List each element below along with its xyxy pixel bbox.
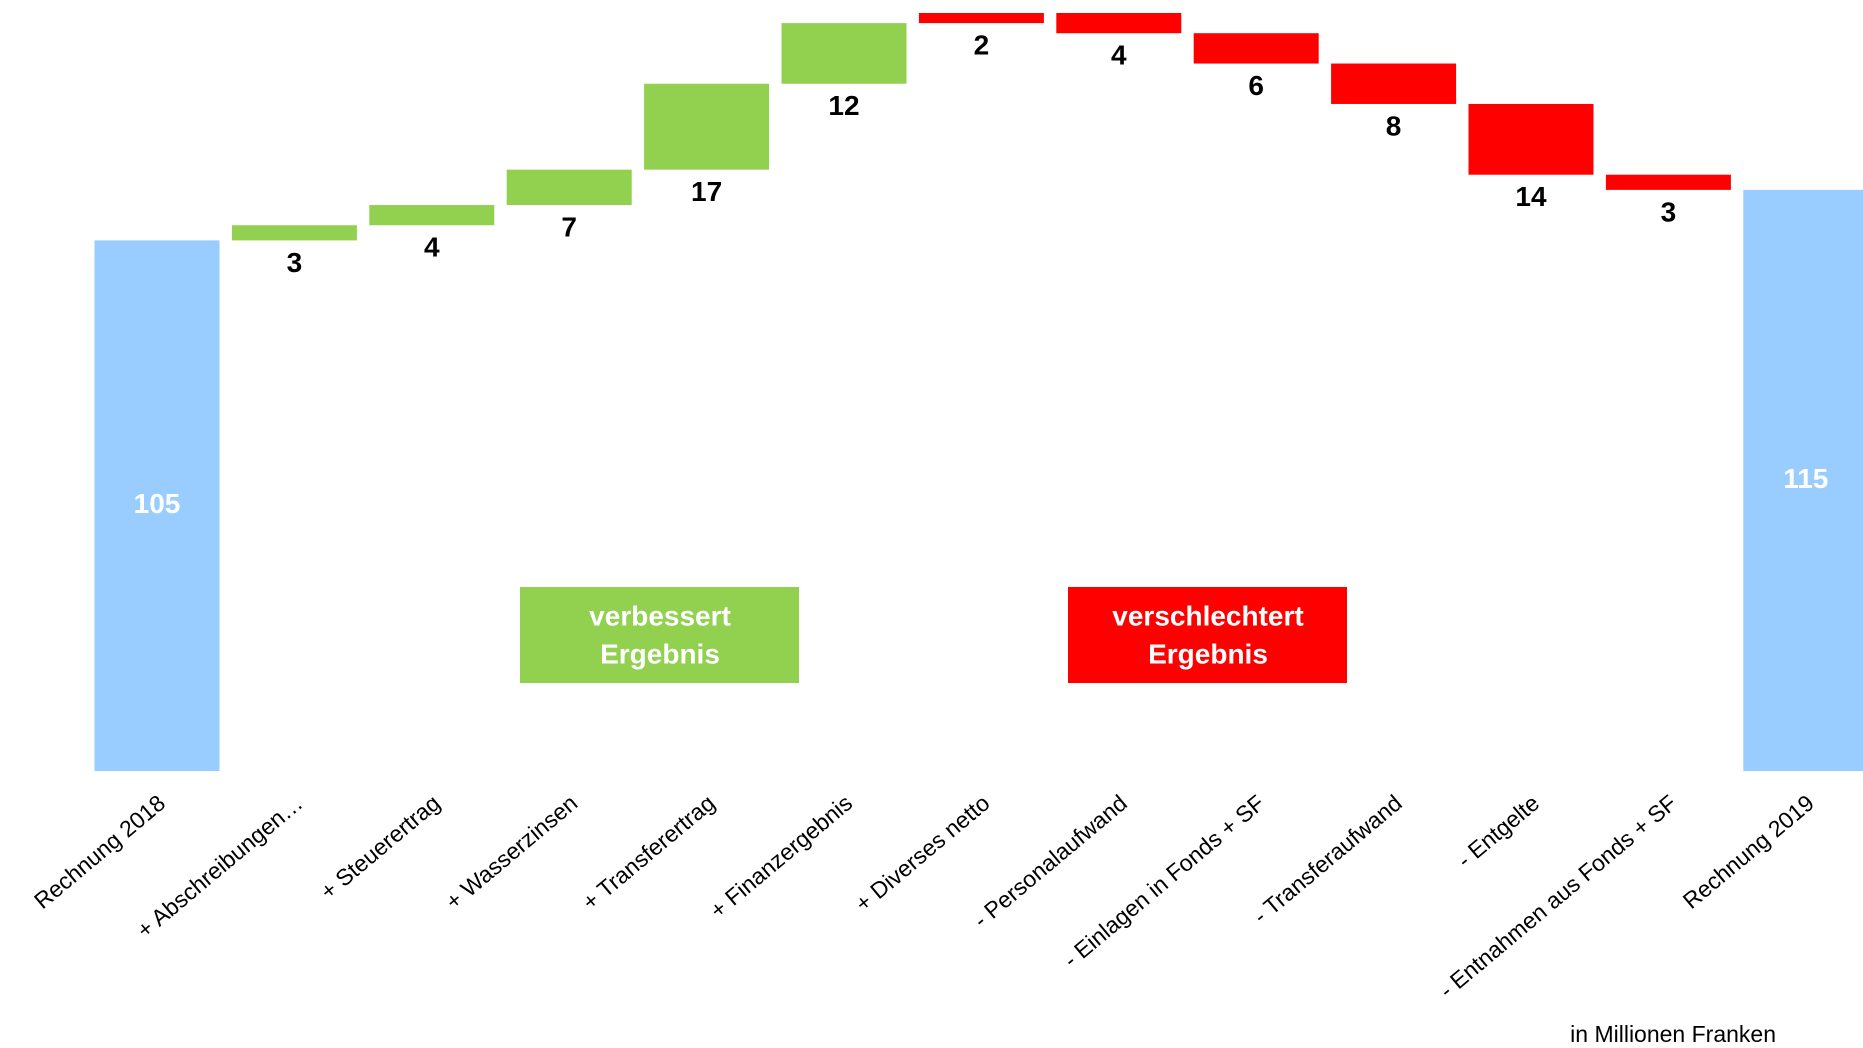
bar — [231, 225, 357, 241]
x-tick-label: Rechnung 2018 — [29, 790, 170, 914]
bar — [1468, 103, 1594, 175]
bar — [1743, 189, 1863, 771]
x-tick-label: - Entgelte — [1452, 790, 1544, 873]
value-label: 2 — [974, 29, 990, 60]
value-label: 8 — [1386, 110, 1402, 141]
value-label: 17 — [691, 176, 722, 207]
value-label: 7 — [561, 211, 577, 242]
bar — [918, 13, 1044, 24]
x-tick-label: + Steuerertrag — [315, 790, 445, 905]
x-tick-label: + Diverses netto — [850, 790, 995, 917]
value-label: 3 — [287, 247, 303, 278]
value-label: 12 — [828, 90, 859, 121]
bar — [1056, 13, 1182, 34]
legend-label: verbessert — [589, 600, 731, 631]
legend-label: verschlechtert — [1112, 600, 1303, 631]
value-label: 4 — [424, 232, 440, 263]
bar — [94, 240, 220, 771]
value-label: 3 — [1661, 196, 1677, 227]
x-tick-label: Rechnung 2019 — [1678, 790, 1819, 914]
x-tick-label: + Transferertrag — [577, 790, 720, 916]
value-label: 6 — [1248, 70, 1264, 101]
legend-box — [520, 587, 799, 683]
value-label: 14 — [1515, 181, 1547, 212]
bar — [506, 169, 632, 206]
x-tick-label: - Transferaufwand — [1248, 790, 1407, 929]
x-tick-label: + Finanzergebnis — [705, 790, 857, 924]
bar — [1605, 174, 1731, 190]
legend-box — [1068, 587, 1347, 683]
bar — [781, 23, 907, 84]
bar — [1331, 63, 1457, 104]
value-label: 4 — [1111, 40, 1127, 71]
legend-label: Ergebnis — [1148, 638, 1268, 669]
legend-label: Ergebnis — [600, 638, 720, 669]
value-label: 115 — [1783, 463, 1828, 494]
bar — [369, 205, 495, 226]
value-label: 105 — [134, 488, 181, 519]
x-tick-label: + Wasserzinsen — [440, 790, 582, 915]
bar — [644, 83, 770, 170]
unit-note: in Millionen Franken — [1570, 1021, 1776, 1047]
bar — [1193, 33, 1319, 64]
x-tick-label: - Entnahmen aus Fonds + SF — [1434, 790, 1681, 1003]
